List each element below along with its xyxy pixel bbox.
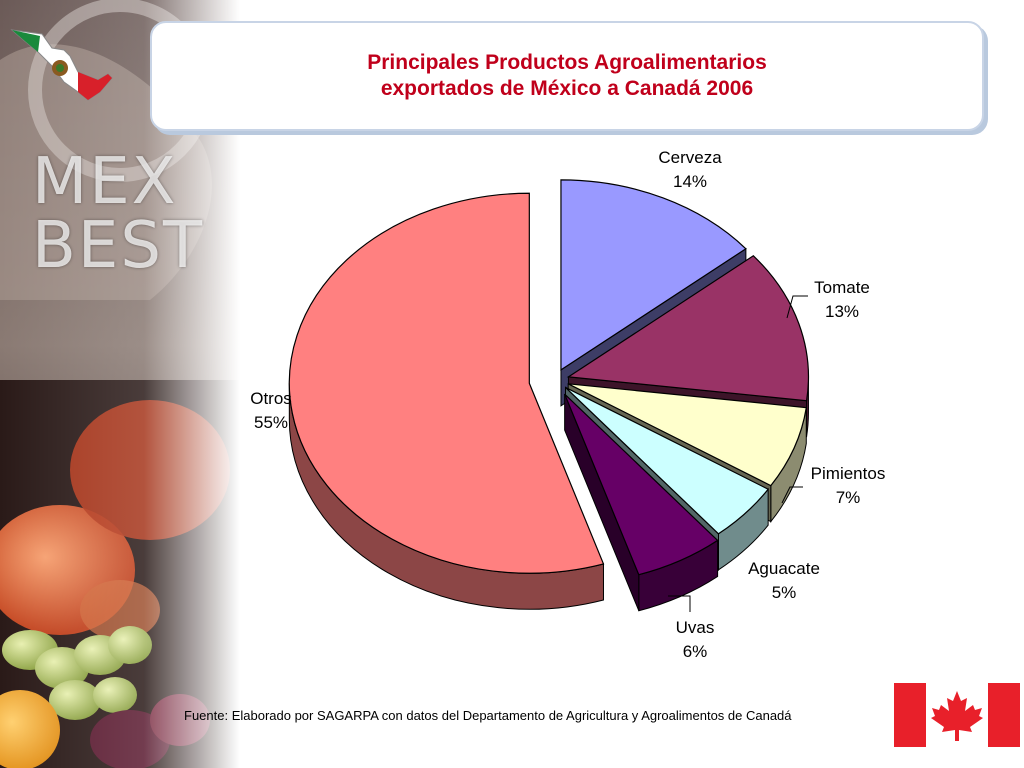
leader-line-uvas — [668, 595, 691, 612]
logo-line-2: BEST — [32, 209, 205, 283]
slice-label-tomate: Tomate — [814, 278, 870, 297]
pie-slice-uvas — [564, 393, 719, 612]
source-footnote: Fuente: Elaborado por SAGARPA con datos … — [184, 708, 792, 723]
slice-value-tomate: 13% — [825, 302, 859, 321]
slice-label-otros: Otros — [250, 389, 292, 408]
canada-flag-icon — [894, 683, 1020, 747]
slice-value-pimientos: 7% — [836, 488, 861, 507]
leader-line-tomate — [786, 295, 808, 319]
logo-text: MEX BEST — [32, 150, 204, 278]
title-box: Principales Productos Agroalimentarios e… — [150, 21, 984, 131]
mexico-map-flag-icon — [10, 29, 113, 101]
slice-label-cerveza: Cerveza — [658, 148, 722, 167]
leader-line-pimientos — [781, 486, 803, 504]
slice-value-otros: 55% — [254, 413, 288, 432]
slice-label-uvas: Uvas — [676, 618, 715, 637]
slice-label-aguacate: Aguacate — [748, 559, 820, 578]
logo-line-1: MEX — [32, 145, 178, 219]
chart-title-line-1: Principales Productos Agroalimentarios — [367, 51, 767, 74]
chart-title-line-2: exportados de México a Canadá 2006 — [380, 77, 754, 100]
slice-value-uvas: 6% — [683, 642, 708, 661]
slice-label-pimientos: Pimientos — [811, 464, 886, 483]
slice-value-cerveza: 14% — [673, 172, 707, 191]
pie-slice-otros — [288, 192, 605, 610]
slice-value-aguacate: 5% — [772, 583, 797, 602]
